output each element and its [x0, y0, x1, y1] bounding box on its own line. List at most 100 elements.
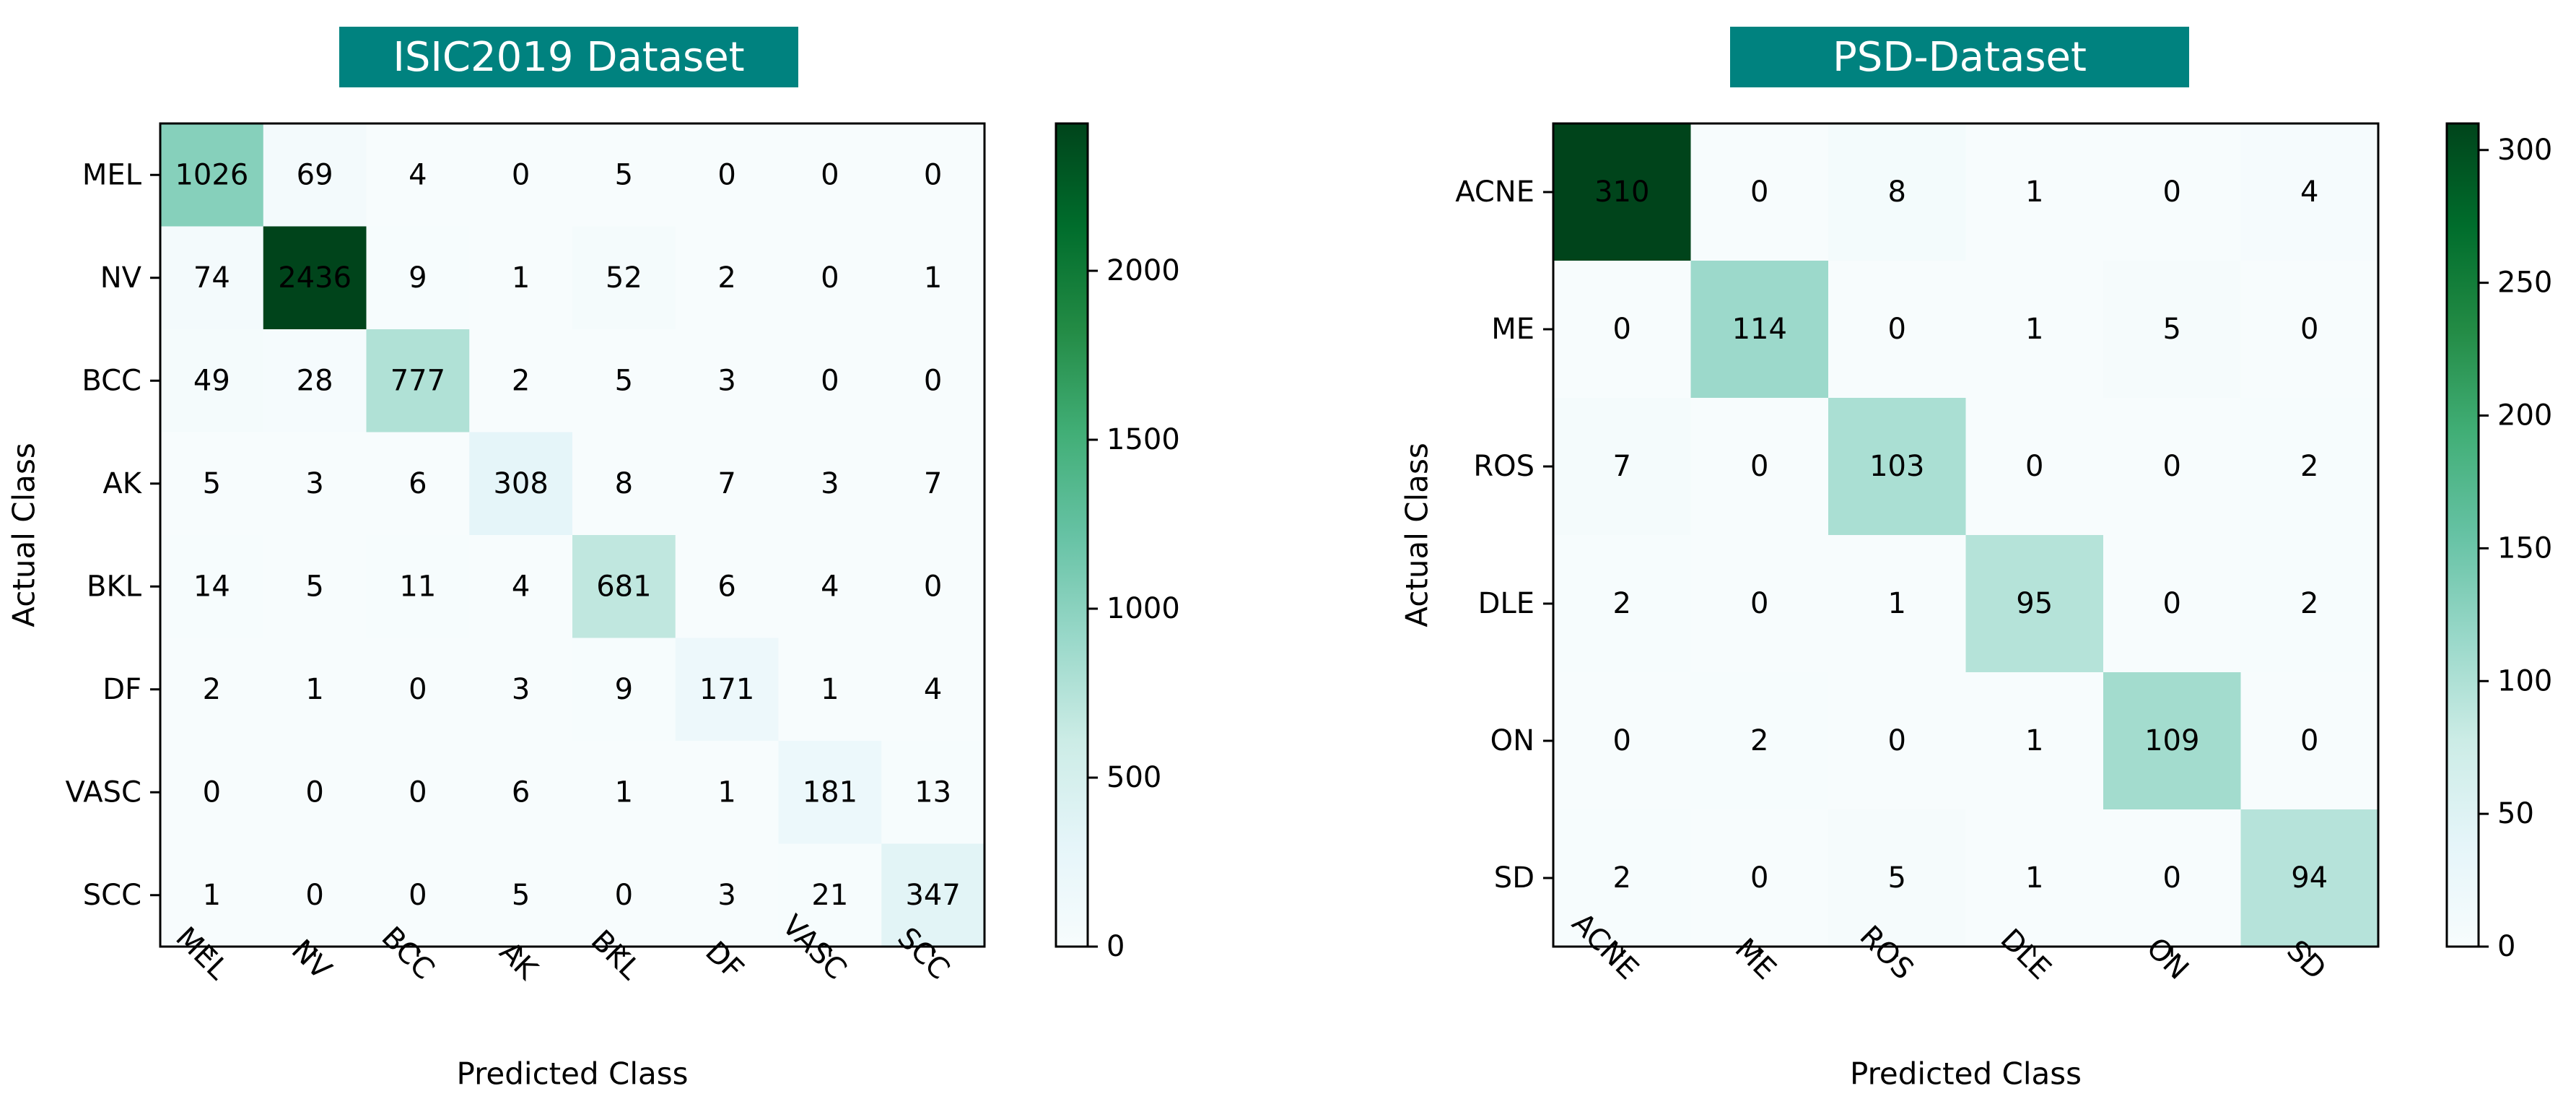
chart-1-cell-value: 14	[193, 570, 230, 603]
chart-1-cell	[160, 741, 264, 844]
chart-2-cell	[1965, 535, 2104, 673]
chart-1-cell-value: 1026	[175, 158, 248, 191]
chart-2-cell-value: 2	[1613, 861, 1631, 895]
chart-2-cell-value: 1	[1888, 587, 1906, 620]
chart-1-cell-value: 2	[203, 673, 221, 706]
chart-2-cell-value: 1	[2025, 724, 2043, 757]
chart-1-cell	[881, 123, 985, 227]
chart-1-cell-value: 6	[717, 570, 735, 603]
chart-1-cell-value: 2	[512, 364, 530, 397]
chart-2-cell	[1828, 809, 1966, 947]
chart-1-cell-value: 0	[924, 158, 942, 191]
chart-1-cell	[469, 432, 573, 536]
chart-1-colorbar-tick-label: 2000	[1106, 254, 1180, 287]
chart-1-cell	[881, 843, 985, 947]
chart-1-cell-value: 8	[615, 467, 633, 500]
chart-2-cell-value: 0	[2300, 313, 2318, 346]
chart-2-cell-value: 1	[2025, 175, 2043, 209]
chart-1-cell-value: 3	[821, 467, 839, 500]
chart-1-cell-value: 4	[409, 158, 427, 191]
chart-1-cell	[469, 123, 573, 227]
chart-2-cell-value: 2	[2300, 587, 2318, 620]
chart-2-y-tick-label: ROS	[1473, 450, 1534, 483]
chart-1-x-axis-label: Predicted Class	[456, 1056, 688, 1092]
chart-1-cell-value: 3	[717, 879, 735, 912]
chart-2-colorbar-tick-label: 300	[2497, 134, 2552, 167]
chart-1-cell-value: 2436	[278, 261, 352, 295]
chart-1-cell-value: 0	[821, 364, 839, 397]
chart-2-cell	[1690, 535, 1829, 673]
chart-2-cell	[1828, 672, 1966, 810]
chart-2-cell	[2103, 809, 2241, 947]
chart-1-cell-value: 3	[717, 364, 735, 397]
chart-1-cell	[675, 843, 779, 947]
chart-1-cell-value: 11	[399, 570, 436, 603]
chart-1-y-tick-label: BKL	[87, 570, 142, 603]
chart-1-cell-value: 3	[512, 673, 530, 706]
chart-2-cell	[1828, 535, 1966, 673]
chart-1-cell-value: 0	[409, 879, 427, 912]
chart-1-cell	[263, 432, 367, 536]
chart-1-cell-value: 4	[924, 673, 942, 706]
chart-2-cell-value: 0	[1750, 175, 1768, 209]
chart-1-cell-value: 52	[606, 261, 642, 295]
chart-1-cell	[778, 329, 882, 433]
chart-1-cell	[366, 638, 470, 742]
chart-2-cell	[1690, 123, 1829, 261]
chart-1-cell	[778, 123, 882, 227]
chart-1-cell-value: 1	[615, 775, 633, 809]
chart-1-cell	[881, 226, 985, 330]
chart-1-cell	[572, 535, 676, 638]
chart-1-cell	[160, 843, 264, 947]
chart-2-cell	[1690, 261, 1829, 399]
chart-1-cell-value: 7	[924, 467, 942, 500]
chart-1-frame	[159, 122, 986, 948]
chart-2-cell-value: 95	[2016, 587, 2053, 620]
chart-1-cell	[366, 432, 470, 536]
chart-1-cell-value: 0	[305, 879, 323, 912]
chart-1-cell-value: 5	[512, 879, 530, 912]
chart-1-colorbar	[1055, 122, 1089, 948]
chart-1-cell-value: 0	[821, 158, 839, 191]
chart-2-y-tick-label: DLE	[1478, 587, 1534, 620]
chart-1-cell	[572, 843, 676, 947]
chart-1-cell-value: 5	[615, 158, 633, 191]
chart-1-cell	[572, 741, 676, 844]
chart-1-cell	[263, 226, 367, 330]
chart-1-cell	[675, 432, 779, 536]
chart-1-cell-value: 5	[615, 364, 633, 397]
chart-1-title: ISIC2019 Dataset	[339, 27, 798, 87]
chart-1-y-tick-label: NV	[100, 261, 142, 295]
chart-2-y-tick-label: ACNE	[1455, 175, 1534, 209]
chart-1-cell	[572, 226, 676, 330]
chart-2-cell	[2240, 123, 2379, 261]
chart-1-cell	[160, 432, 264, 536]
chart-2-cell-value: 5	[1888, 861, 1906, 895]
chart-1-cell-value: 347	[905, 879, 960, 912]
chart-2-cell	[1553, 809, 1691, 947]
chart-2-cell	[1553, 398, 1691, 536]
chart-1-cell	[778, 226, 882, 330]
chart-1-cell-value: 5	[203, 467, 221, 500]
chart-2-cell-value: 310	[1594, 175, 1649, 209]
chart-2-cell	[2240, 398, 2379, 536]
chart-2-cell	[1965, 398, 2104, 536]
chart-1-cell-value: 0	[615, 879, 633, 912]
chart-1-colorbar-tick-label: 1500	[1106, 423, 1180, 456]
chart-2-cell-value: 0	[1613, 313, 1631, 346]
chart-2-cell-value: 0	[1750, 450, 1768, 483]
chart-2-cell	[2103, 535, 2241, 673]
chart-1-cell-value: 3	[305, 467, 323, 500]
chart-1-cell	[263, 123, 367, 227]
chart-2-cell	[2240, 672, 2379, 810]
chart-2-cell	[2240, 261, 2379, 399]
chart-2-cell-value: 1	[2025, 861, 2043, 895]
chart-1-cell-value: 1	[512, 261, 530, 295]
chart-2-cell	[1553, 123, 1691, 261]
chart-1-cell	[263, 329, 367, 433]
chart-1-y-tick-label: AK	[102, 467, 142, 500]
chart-2-cell-value: 0	[2163, 587, 2181, 620]
chart-1-cell-value: 0	[717, 158, 735, 191]
chart-1-cell	[572, 638, 676, 742]
chart-1-cell-value: 1	[305, 673, 323, 706]
